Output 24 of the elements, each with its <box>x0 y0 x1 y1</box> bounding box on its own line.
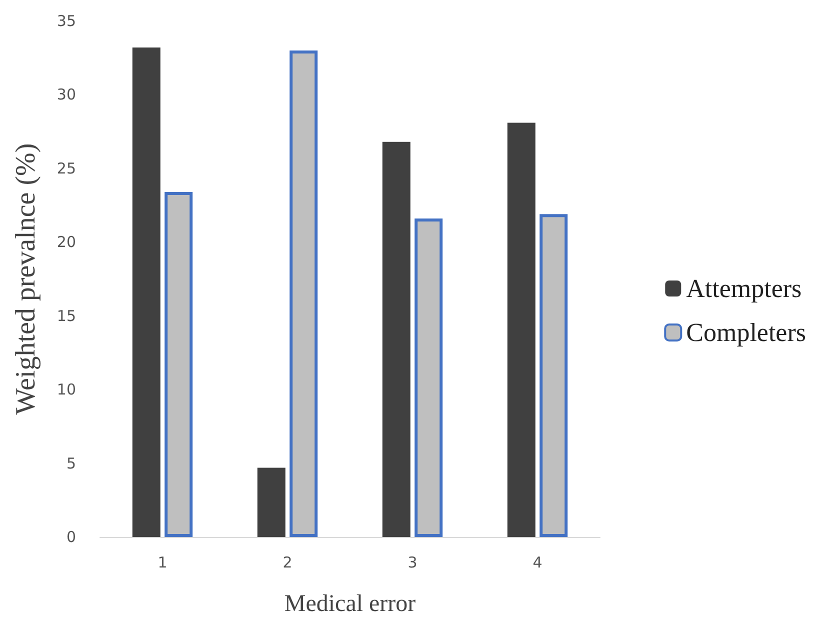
bar <box>540 214 568 537</box>
x-tick-label: 4 <box>532 554 542 572</box>
y-tick-label: 10 <box>56 380 76 399</box>
bar <box>507 122 536 537</box>
x-tick-label: 1 <box>158 554 168 572</box>
bar <box>414 218 443 537</box>
y-tick-label: 30 <box>56 86 76 104</box>
bar <box>257 468 286 537</box>
y-tick-label: 25 <box>56 159 76 178</box>
x-tick-label: 3 <box>408 554 418 572</box>
y-axis-title: Weighted prevalnce (%) <box>10 143 42 415</box>
bar <box>382 142 410 537</box>
legend-label: Attempters <box>686 274 802 303</box>
y-tick-label: 35 <box>56 12 76 30</box>
bar <box>132 48 160 537</box>
x-axis-title: Medical error <box>284 591 416 617</box>
bar <box>290 50 318 537</box>
x-tick-label: 2 <box>282 554 292 572</box>
bar <box>164 192 193 537</box>
y-tick-label: 0 <box>66 528 76 546</box>
legend-label: Completers <box>686 318 806 347</box>
y-tick-label: 5 <box>66 454 76 472</box>
y-tick-label: 15 <box>56 306 76 325</box>
y-tick-label: 20 <box>56 233 76 252</box>
